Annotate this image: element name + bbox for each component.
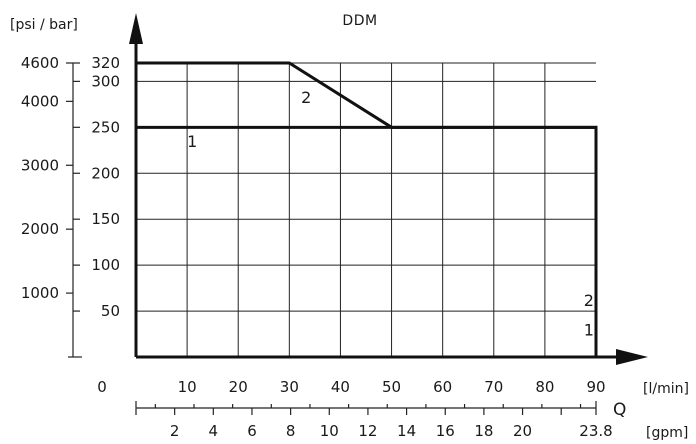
chart-title: DDM	[342, 13, 377, 29]
y-tick-label-psi: 2000	[21, 220, 59, 238]
y-axis-label: [psi / bar]	[10, 17, 78, 33]
x-tick-label-lmin: 30	[280, 378, 299, 396]
x-tick-label-lmin: 60	[433, 378, 452, 396]
series-lines	[136, 61, 598, 357]
x-tick-label-gpm: 16	[436, 422, 455, 440]
axes	[68, 13, 648, 409]
y-tick-label-bar: 200	[91, 164, 120, 182]
plot-grid	[136, 62, 596, 357]
x-tick-label-gpm: 6	[247, 422, 257, 440]
x-unit-gpm-label: [gpm]	[646, 425, 688, 441]
y-tick-label-psi: 4600	[21, 54, 59, 72]
x-tick-label-lmin: 90	[586, 378, 605, 396]
x-axis-arrow	[616, 349, 648, 365]
x-tick-label-lmin: 40	[331, 378, 350, 396]
y-tick-label-psi: 3000	[21, 156, 59, 174]
curve-labels: 1 1 2 2	[187, 88, 594, 339]
x-ticks-gpm: 2 4 6 8 10 12 14 16 18 20 23.8	[135, 401, 613, 440]
y-tick-label-psi: 4000	[21, 92, 59, 110]
x-tick-label-gpm: 10	[320, 422, 339, 440]
x-tick-label-lmin: 0	[97, 378, 107, 396]
series-line-1	[136, 125, 598, 357]
x-tick-label-gpm: 18	[474, 422, 493, 440]
y-tick-label-bar: 150	[91, 210, 120, 228]
y-tick-label-bar: 50	[101, 302, 120, 320]
x-tick-label-lmin: 70	[484, 378, 503, 396]
x-tick-label-gpm: 23.8	[579, 422, 612, 440]
x-tick-label-gpm: 14	[397, 422, 416, 440]
y-ticks-psi: 1000 2000 3000 4000 4600	[21, 54, 73, 302]
x-ticks-lmin: 0 10 20 30 40 50 60 70 80 90	[97, 378, 605, 396]
x-tick-label-lmin: 10	[178, 378, 197, 396]
x-unit-lmin-label: [l/min]	[643, 381, 689, 397]
x-tick-label-gpm: 12	[358, 422, 377, 440]
y-tick-label-bar: 320	[91, 54, 120, 72]
y-tick-label-bar: 100	[91, 256, 120, 274]
curve-label-1: 1	[187, 132, 197, 151]
x-tick-label-gpm: 2	[170, 422, 180, 440]
series-line-2	[136, 61, 598, 357]
curve-label-1: 1	[584, 320, 594, 339]
x-axis-label: Q	[613, 400, 626, 420]
x-tick-label-gpm: 4	[209, 422, 219, 440]
y-axis-arrow	[129, 13, 143, 44]
x-tick-label-gpm: 20	[513, 422, 532, 440]
curve-label-2: 2	[584, 291, 594, 310]
y-tick-label-psi: 1000	[21, 284, 59, 302]
x-tick-label-lmin: 50	[382, 378, 401, 396]
x-tick-label-gpm: 8	[286, 422, 296, 440]
x-tick-label-lmin: 20	[229, 378, 248, 396]
y-tick-label-bar: 250	[91, 118, 120, 136]
y-tick-label-bar: 300	[91, 72, 120, 90]
x-tick-label-lmin: 80	[535, 378, 554, 396]
curve-label-2: 2	[301, 88, 311, 107]
